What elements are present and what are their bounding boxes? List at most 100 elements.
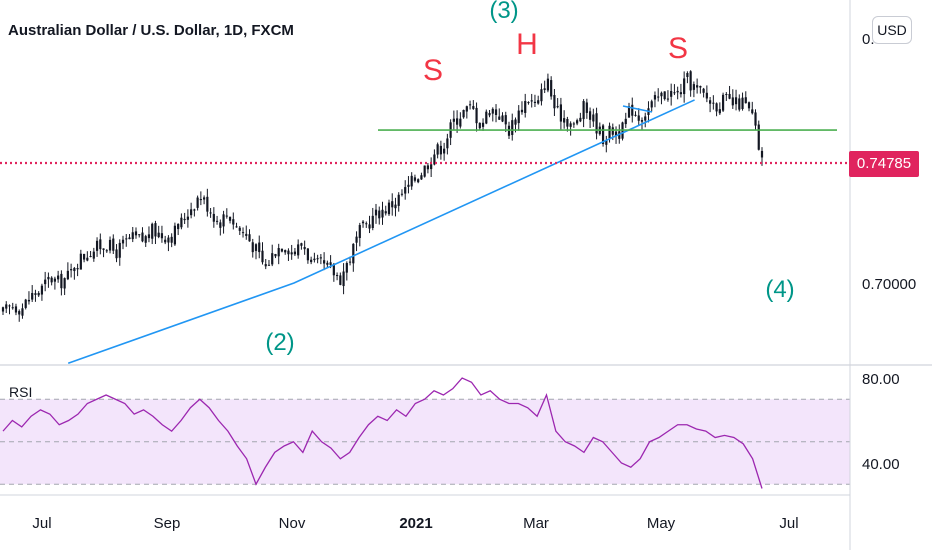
candle-body (183, 218, 186, 221)
candle-body (31, 292, 34, 300)
x-tick-label: Jul (32, 515, 51, 532)
candle-body (456, 118, 459, 125)
candle-body (569, 123, 572, 127)
candle-body (423, 165, 426, 177)
candle-body (274, 253, 277, 257)
candle-body (605, 139, 608, 145)
candle-body (355, 236, 358, 243)
candle-body (488, 113, 491, 116)
annotation-label: S (668, 32, 688, 65)
candle-body (611, 127, 614, 135)
candle-body (138, 234, 141, 236)
candle-body (76, 268, 79, 270)
y-tick-label-partial: 0. (862, 31, 875, 48)
candle-body (361, 221, 365, 224)
candle-body (530, 100, 533, 102)
candle-body (66, 270, 69, 280)
candle-body (27, 299, 31, 302)
candle-body (397, 194, 400, 206)
candle-body (543, 88, 546, 90)
rsi-tick-label: 40.00 (862, 456, 900, 473)
candle-body (18, 311, 21, 315)
candle-body (533, 101, 537, 104)
candle-body (378, 210, 381, 219)
candle-body (108, 239, 112, 251)
candle-body (342, 271, 345, 287)
candle-body (261, 250, 264, 263)
candle-body (413, 177, 417, 181)
candle-body (280, 248, 284, 252)
candle-body (709, 100, 712, 104)
candle-body (368, 224, 371, 229)
candle-body (725, 94, 728, 96)
candle-body (173, 225, 177, 245)
candle-body (404, 187, 407, 194)
candle-body (199, 199, 202, 201)
candle-body (128, 237, 131, 240)
candle-body (387, 202, 391, 215)
candle-body (193, 209, 196, 211)
candle-body (760, 150, 764, 158)
candle-body (553, 95, 556, 109)
candle-body (439, 145, 442, 155)
candle-body (118, 242, 121, 258)
candle-body (563, 118, 566, 123)
candle-body (754, 112, 757, 126)
candle-body (692, 84, 695, 90)
candle-body (650, 101, 653, 108)
candle-body (358, 225, 361, 239)
candle-body (446, 138, 449, 149)
candle-body (400, 193, 404, 195)
candle-body (267, 264, 271, 266)
candle-body (303, 246, 306, 250)
candle-body (601, 125, 605, 145)
candle-body (225, 215, 228, 217)
x-tick-label: Nov (279, 515, 306, 532)
annotation-label: (2) (265, 329, 294, 356)
candle-body (644, 116, 647, 121)
annotation-label: H (516, 28, 538, 61)
candle-body (284, 250, 287, 253)
candle-body (206, 196, 209, 212)
candle-body (520, 109, 524, 113)
candle-body (50, 277, 53, 283)
candle-body (614, 131, 618, 137)
candle-body (676, 90, 679, 93)
candle-body (352, 243, 355, 264)
candle-body (718, 109, 721, 114)
candle-body (627, 106, 631, 118)
candle-body (721, 94, 725, 111)
candle-body (673, 92, 676, 94)
candle-body (326, 262, 329, 265)
candle-body (105, 250, 108, 252)
currency-button[interactable]: USD (872, 16, 912, 44)
candle-body (728, 93, 731, 99)
candle-body (287, 250, 290, 255)
candle-body (426, 165, 430, 170)
candle-body (744, 97, 747, 104)
candle-body (663, 91, 666, 100)
candle-body (452, 118, 455, 122)
candle-body (592, 114, 595, 122)
candle-body (310, 259, 313, 263)
candle-body (5, 304, 8, 309)
candle-body (738, 98, 741, 110)
candle-body (329, 262, 332, 265)
chart-title: Australian Dollar / U.S. Dollar, 1D, FXC… (8, 22, 294, 39)
candle-body (459, 118, 462, 127)
candle-body (699, 85, 702, 88)
candle-body (527, 102, 530, 104)
candle-body (556, 106, 559, 108)
candle-body (53, 278, 56, 282)
candle-body (365, 223, 368, 225)
candle-body (624, 118, 627, 125)
candle-body (79, 253, 82, 270)
candle-body (209, 212, 212, 214)
candle-body (92, 251, 95, 259)
candle-body (757, 124, 760, 150)
candle-body (462, 109, 465, 118)
candle-body (271, 253, 274, 265)
candle-body (40, 285, 44, 295)
candle-body (689, 71, 692, 91)
candle-body (60, 273, 63, 289)
